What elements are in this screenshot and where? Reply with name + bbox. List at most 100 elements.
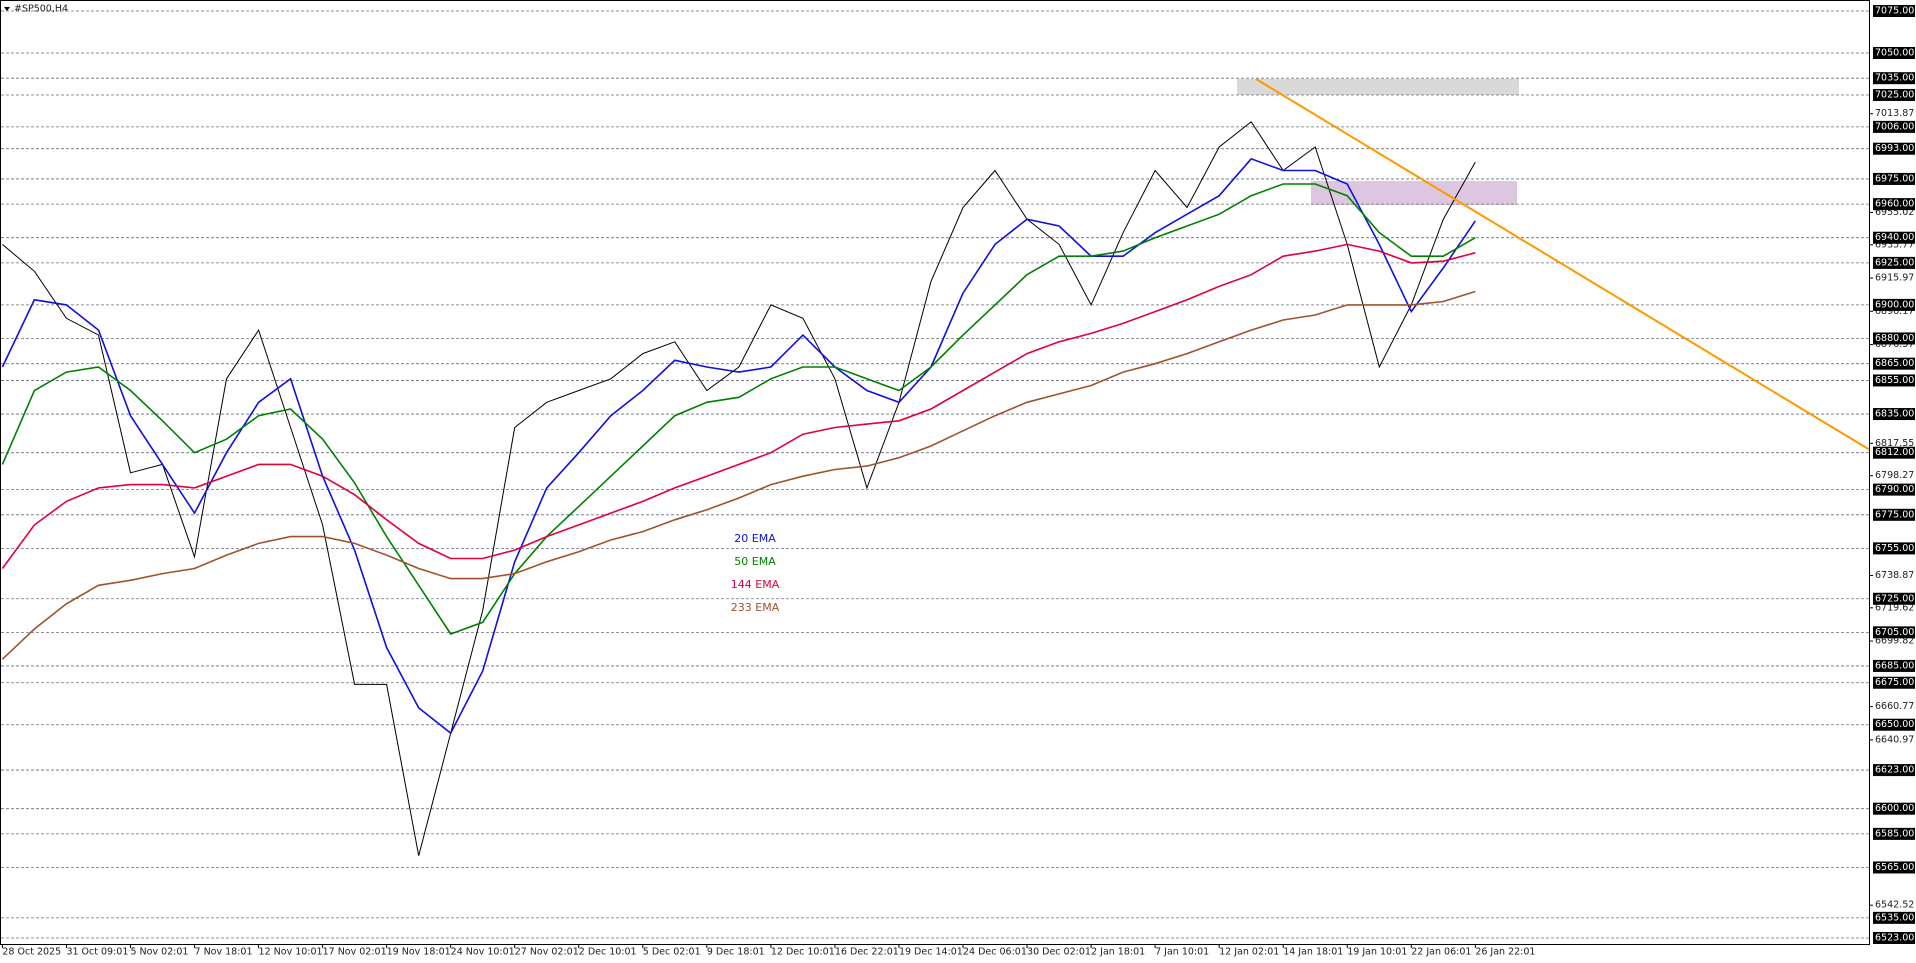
level-label: 6600.00	[1875, 803, 1914, 814]
level-badge	[1873, 72, 1915, 85]
level-label: 7006.00	[1875, 121, 1914, 132]
level-label: 7050.00	[1875, 47, 1914, 58]
level-label: 6705.00	[1875, 627, 1914, 638]
level-label: 7075.00	[1875, 6, 1914, 17]
level-badge	[1873, 332, 1915, 345]
x-tick-label: 26 Jan 22:01	[1475, 947, 1535, 958]
level-badge	[1873, 374, 1915, 387]
y-tick-label: 6719.62	[1875, 602, 1914, 613]
level-badge	[1873, 508, 1915, 521]
level-badge	[1873, 408, 1915, 421]
axis: 7013.87 6955.02 6935.77 6915.97 6896.17 6876.…	[1, 5, 1915, 958]
level-badge	[1873, 802, 1915, 815]
x-tick-label: 7 Jan 10:01	[1155, 947, 1209, 958]
level-label: 6835.00	[1875, 409, 1914, 420]
series-line	[1, 290, 1476, 660]
level-label: 6675.00	[1875, 677, 1914, 688]
level-label: 6993.00	[1875, 143, 1914, 154]
level-label: 6880.00	[1875, 333, 1914, 344]
level-label: 6812.00	[1875, 447, 1914, 458]
x-tick-label: 28 Oct 2025	[2, 947, 61, 958]
x-tick-label: 5 Dec 02:01	[643, 947, 701, 958]
level-label: 6623.00	[1875, 765, 1914, 776]
level-label: 6650.00	[1875, 719, 1914, 730]
level-badge	[1873, 256, 1915, 269]
menu-arrow[interactable]	[4, 7, 10, 11]
series-line	[1, 243, 1476, 569]
level-badge	[1873, 483, 1915, 496]
x-tick-label: 16 Dec 22:01	[835, 947, 899, 958]
x-tick-label: 19 Jan 10:01	[1347, 947, 1407, 958]
x-tick-label: 2 Jan 18:01	[1091, 947, 1145, 958]
x-tick-label: 24 Dec 06:01	[963, 947, 1027, 958]
level-label: 7025.00	[1875, 89, 1914, 100]
level-label: 6775.00	[1875, 509, 1914, 520]
series-line	[1, 183, 1476, 635]
x-tick-label: 31 Oct 09:01	[66, 947, 128, 958]
level-badge	[1873, 911, 1915, 924]
level-badge	[1873, 676, 1915, 689]
x-tick-label: 2 Dec 10:01	[579, 947, 637, 958]
y-tick-label: 6955.02	[1875, 207, 1914, 218]
y-tick-label: 6915.97	[1875, 273, 1914, 284]
level-label: 6975.00	[1875, 173, 1914, 184]
series-line	[2, 121, 1476, 856]
level-label: 6535.00	[1875, 912, 1914, 923]
x-tick-label: 14 Jan 18:01	[1283, 947, 1343, 958]
level-badge	[1873, 357, 1915, 370]
legend-entry: 20 EMA	[734, 532, 776, 545]
level-label: 6960.00	[1875, 199, 1914, 210]
y-tick-label: 6660.77	[1875, 701, 1914, 712]
y-tick-label: 6640.97	[1875, 734, 1914, 745]
x-tick-label: 7 Nov 18:01	[195, 947, 253, 958]
y-tick-label: 6738.87	[1875, 570, 1914, 581]
trendline	[1255, 78, 1871, 451]
resistance-zone	[1237, 79, 1519, 95]
level-badge	[1873, 298, 1915, 311]
level-label: 6900.00	[1875, 299, 1914, 310]
level-label: 6755.00	[1875, 543, 1914, 554]
x-tick-label: 9 Dec 18:01	[707, 947, 765, 958]
level-badge	[1873, 626, 1915, 639]
y-tick-label: 6817.55	[1875, 438, 1914, 449]
y-tick-label: 6699.82	[1875, 636, 1914, 647]
level-badge	[1873, 120, 1915, 133]
y-tick-label: 6935.77	[1875, 239, 1914, 250]
level-label: 6940.00	[1875, 232, 1914, 243]
level-badge	[1873, 861, 1915, 874]
level-label: 6925.00	[1875, 257, 1914, 268]
x-tick-label: 24 Nov 10:01	[451, 947, 515, 958]
level-label: 6685.00	[1875, 660, 1914, 671]
y-tick-label: 7013.87	[1875, 108, 1914, 119]
legend-entry: 50 EMA	[734, 555, 776, 568]
level-label: 6523.00	[1875, 933, 1914, 944]
y-tick-label: 6896.17	[1875, 306, 1914, 317]
lines	[1, 121, 1476, 856]
x-tick-label: 12 Nov 10:01	[259, 947, 323, 958]
level-label: 6725.00	[1875, 593, 1914, 604]
level-badge	[1873, 5, 1915, 17]
legend-entry: 233 EMA	[731, 601, 780, 614]
plot-frame	[0, 0, 1870, 945]
x-tick-label: 5 Nov 02:01	[130, 947, 188, 958]
legend: 20 EMA 50 EMA 144 EMA 233 EMA	[731, 532, 780, 614]
x-tick-label: 12 Jan 02:01	[1219, 947, 1279, 958]
y-tick-label: 6542.52	[1875, 900, 1914, 911]
level-label: 6790.00	[1875, 484, 1914, 495]
level-label: 6565.00	[1875, 862, 1914, 873]
level-badge	[1873, 827, 1915, 840]
y-tick-label: 6798.27	[1875, 470, 1914, 481]
x-tick-label: 12 Dec 10:01	[771, 947, 835, 958]
level-badge	[1873, 231, 1915, 244]
supply-zone	[1311, 181, 1517, 205]
level-badge	[1873, 718, 1915, 731]
x-tick-label: 19 Nov 18:01	[387, 947, 451, 958]
level-badge	[1873, 142, 1915, 155]
level-badge	[1873, 542, 1915, 555]
level-badge	[1873, 592, 1915, 605]
level-label: 6865.00	[1875, 358, 1914, 369]
level-badge	[1873, 764, 1915, 777]
level-badge	[1873, 659, 1915, 672]
